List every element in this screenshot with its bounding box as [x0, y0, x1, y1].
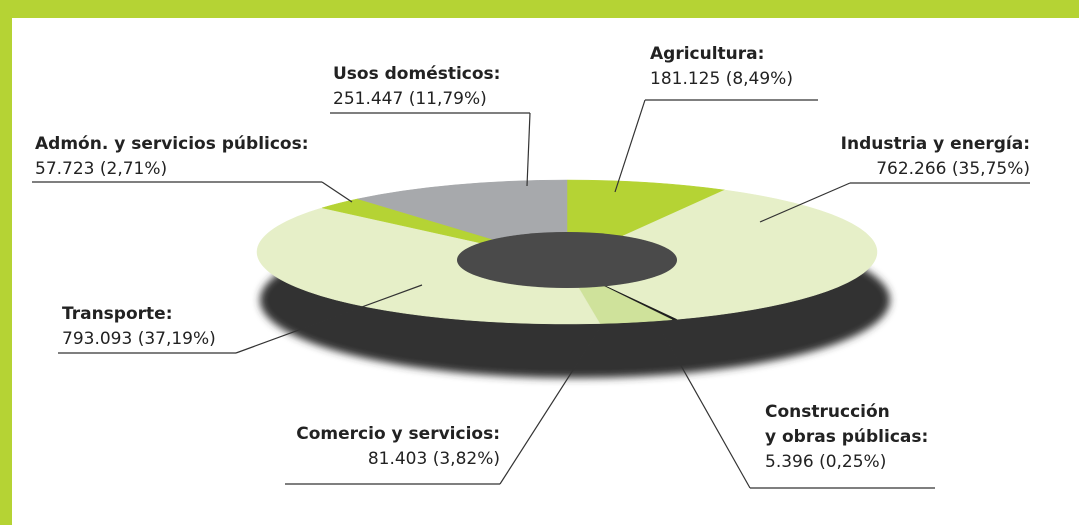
slice-label: Agricultura: 181.125 (8,49%) — [650, 42, 793, 92]
category-name: Comercio y servicios: — [296, 424, 500, 444]
slice-label: Admón. y servicios públicos: 57.723 (2,71… — [35, 132, 309, 182]
value-label: 793.093 (37,19%) — [62, 329, 216, 349]
donut-hole — [457, 232, 677, 288]
value-label: 181.125 (8,49%) — [650, 69, 793, 89]
category-name: Agricultura: — [650, 44, 765, 64]
category-name: Usos domésticos: — [333, 64, 501, 84]
leader-line — [614, 99, 646, 193]
leader-line — [526, 112, 531, 187]
header-bar — [0, 0, 1079, 18]
leader-line — [499, 327, 601, 485]
category-name: Transporte: — [62, 304, 173, 324]
value-label: 251.447 (11,79%) — [333, 89, 487, 109]
leader-line — [321, 181, 353, 203]
left-border — [0, 0, 12, 525]
value-label: 81.403 (3,82%) — [367, 449, 500, 469]
slice-label: Transporte: 793.093 (37,19%) — [62, 302, 216, 352]
slice-label: Industria y energía: 762.266 (35,75%) — [841, 132, 1030, 182]
category-name: Admón. y servicios públicos: — [35, 134, 309, 154]
value-label: 762.266 (35,75%) — [876, 159, 1030, 179]
category-name: Industria y energía: — [840, 134, 1030, 154]
value-label: 5.396 (0,25%) — [765, 452, 887, 472]
value-label: 57.723 (2,71%) — [35, 159, 168, 179]
leader-line — [235, 284, 423, 354]
slice-label: Construcción y obras públicas: 5.396 (0,2… — [765, 400, 928, 475]
slice-label: Usos domésticos: 251.447 (11,79%) — [333, 62, 500, 112]
leader-line — [759, 182, 851, 223]
leader-line — [661, 331, 751, 489]
slice-label: Comercio y servicios: 81.403 (3,82%) — [296, 422, 500, 472]
category-name: Construcción y obras públicas: — [765, 402, 929, 447]
